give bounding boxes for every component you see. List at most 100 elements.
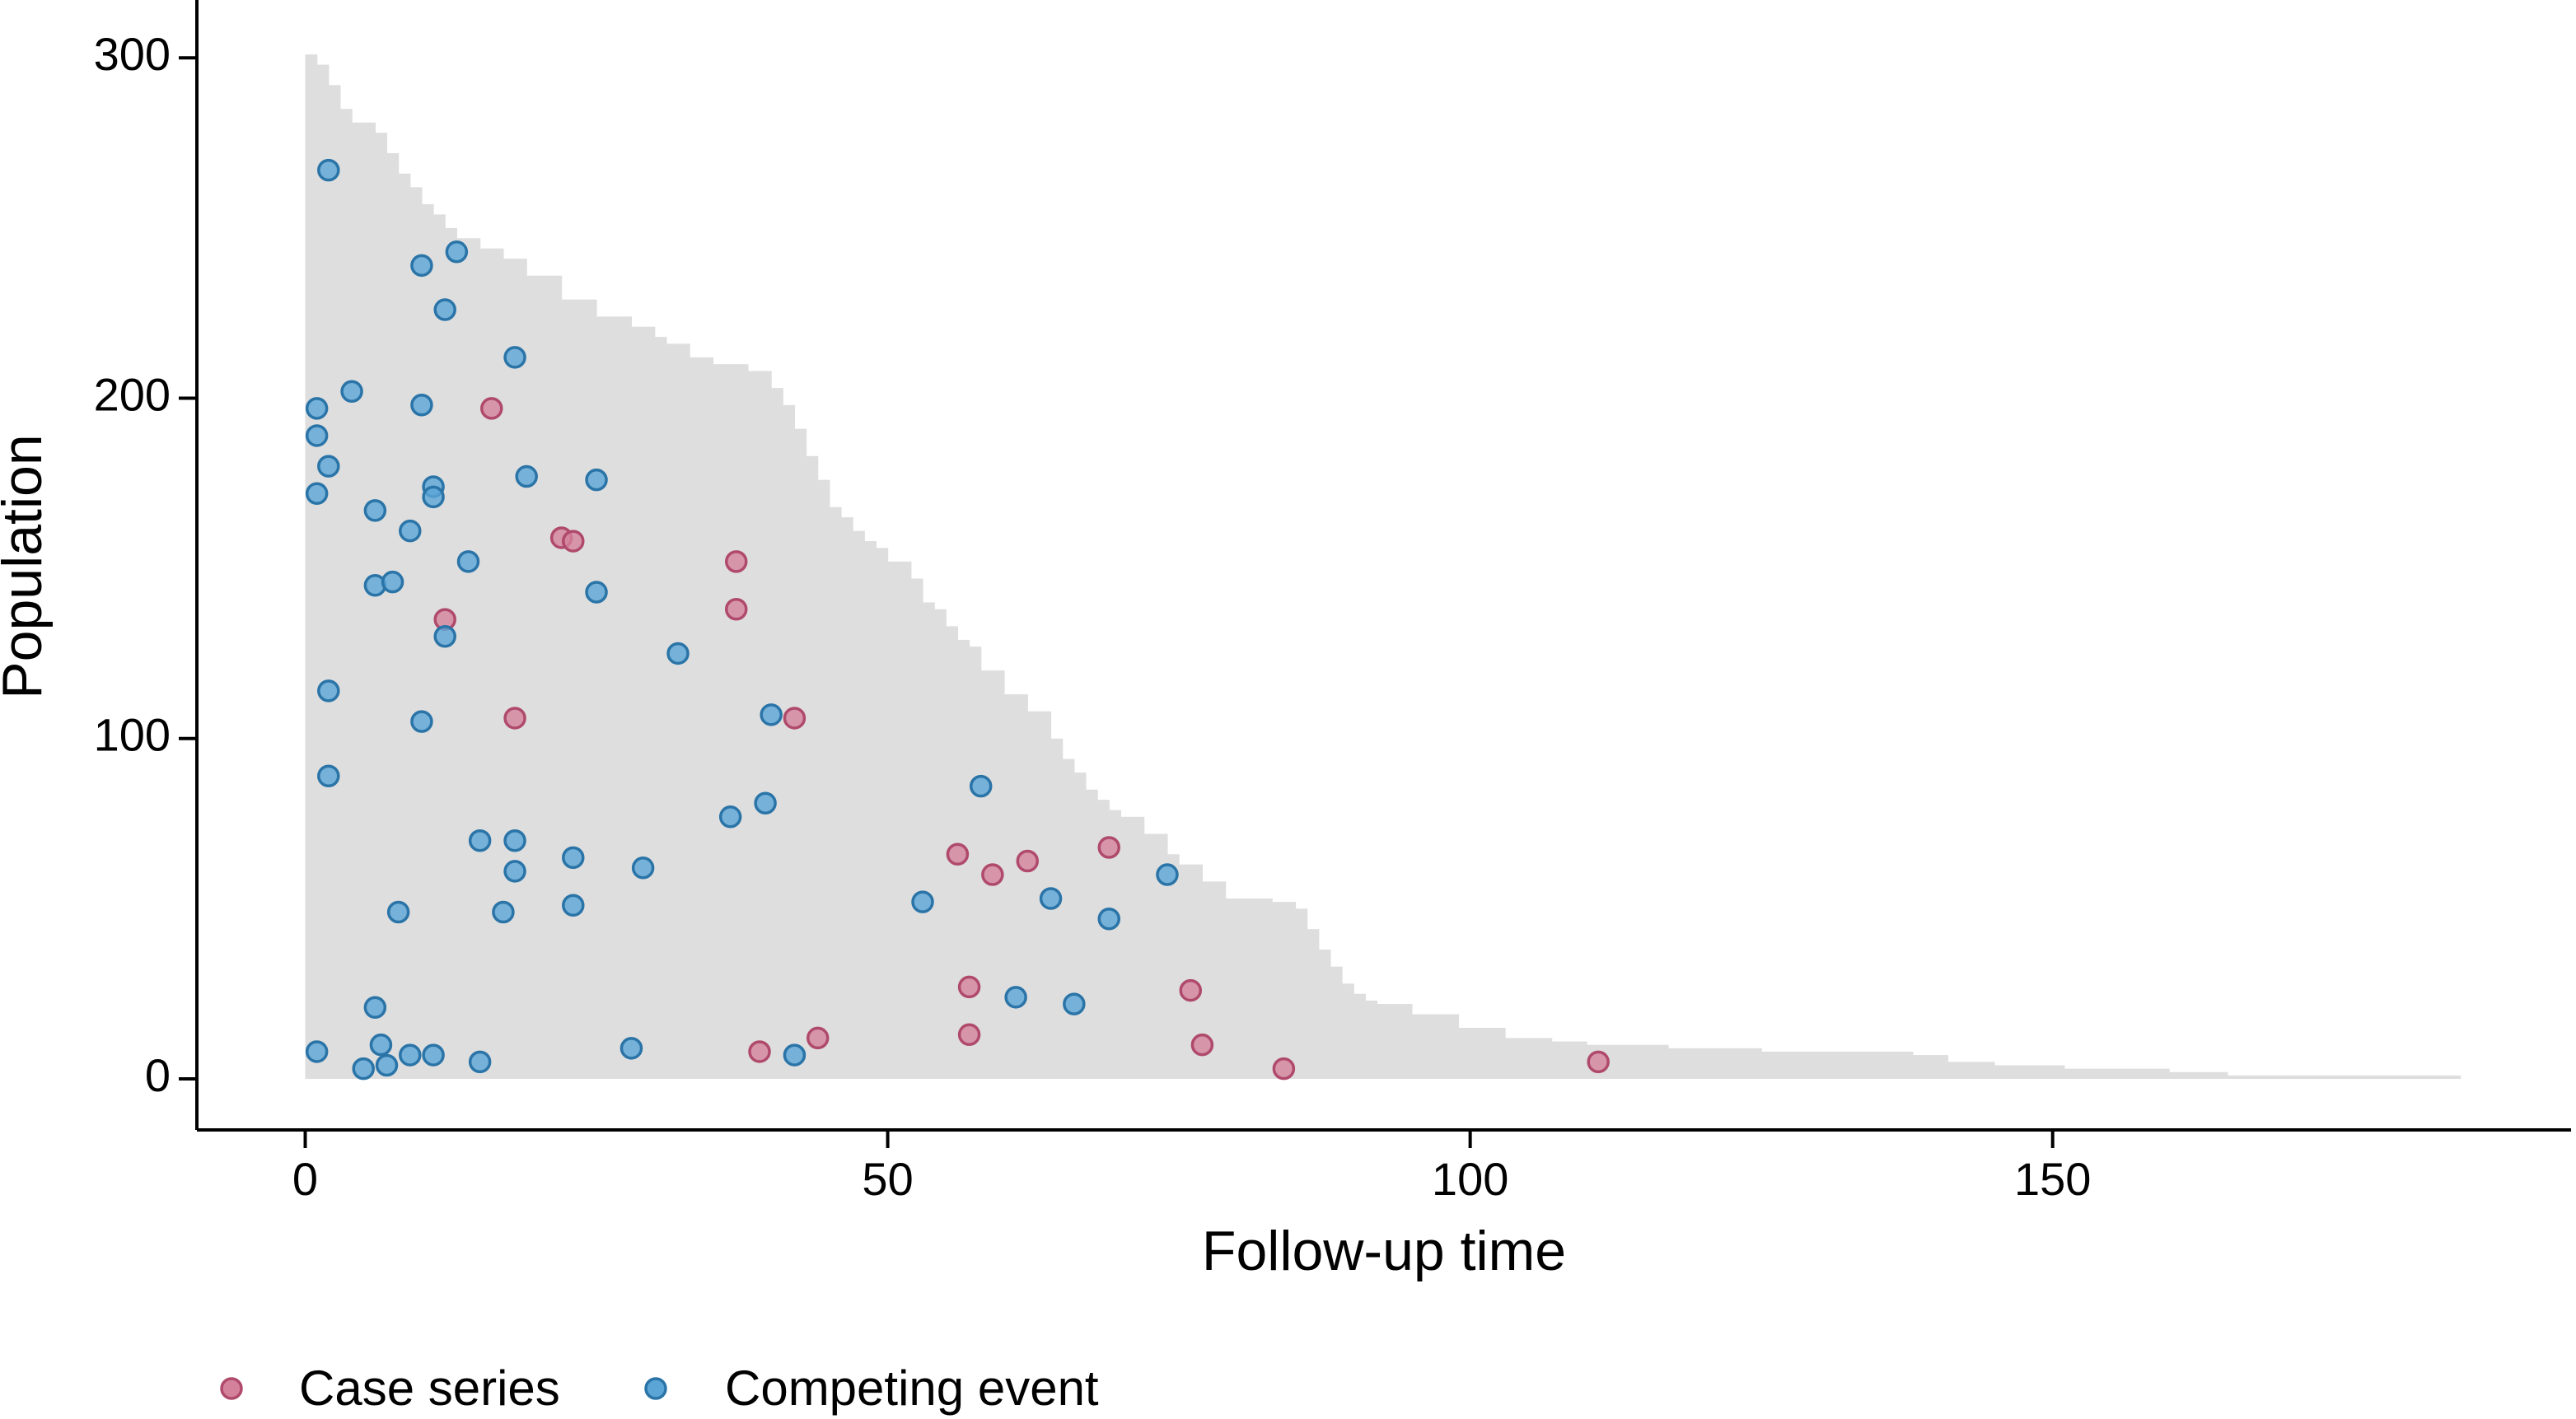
population-step <box>713 364 749 1080</box>
population-step <box>806 455 819 1080</box>
x-tick-label: 150 <box>2014 1153 2091 1205</box>
point <box>724 550 748 573</box>
population-step <box>666 343 690 1080</box>
population-step <box>1085 789 1098 1080</box>
population-step <box>2064 1068 2170 1080</box>
population-step <box>690 357 714 1080</box>
point <box>375 1053 399 1077</box>
point <box>503 707 526 730</box>
population-step <box>479 248 504 1080</box>
y-tick-label: 300 <box>94 28 171 80</box>
legend-label: Competing event <box>725 1361 1099 1416</box>
point <box>422 485 445 509</box>
population-step <box>1166 854 1180 1080</box>
population-step <box>1318 949 1331 1080</box>
population-step <box>1295 908 1308 1080</box>
population-step <box>1307 929 1320 1080</box>
population-step <box>526 275 563 1080</box>
point <box>456 550 480 573</box>
population-step <box>853 530 865 1080</box>
point <box>1097 836 1121 859</box>
point <box>363 499 387 522</box>
point <box>410 254 433 278</box>
point <box>1097 908 1121 931</box>
population-step <box>421 203 434 1080</box>
population-step <box>876 548 889 1080</box>
point <box>754 791 777 815</box>
point <box>480 397 503 420</box>
population-step <box>503 259 527 1080</box>
population-step <box>398 173 411 1080</box>
population-step <box>910 578 923 1080</box>
population-step <box>339 109 353 1080</box>
point <box>748 1040 771 1063</box>
point <box>981 863 1004 886</box>
point <box>619 1037 643 1060</box>
population-step <box>328 85 341 1080</box>
point <box>911 890 934 913</box>
point <box>562 846 585 870</box>
population-step <box>1551 1041 1587 1080</box>
point <box>410 394 433 417</box>
population-step <box>1342 983 1354 1080</box>
series-points <box>305 158 1179 1081</box>
point <box>492 900 515 924</box>
population-step <box>817 479 830 1080</box>
population-step <box>1330 966 1343 1080</box>
point <box>957 1023 981 1047</box>
point <box>666 642 690 665</box>
population-step <box>1458 1028 1506 1080</box>
point <box>562 530 585 553</box>
population-step <box>1505 1038 1553 1080</box>
point <box>399 1043 422 1067</box>
point <box>1179 978 1203 1002</box>
population-step <box>316 64 330 1080</box>
population-step <box>1050 738 1064 1080</box>
point <box>718 805 742 829</box>
y-tick-label: 200 <box>94 368 171 420</box>
y-tick-label: 0 <box>145 1049 171 1101</box>
population-step <box>1353 993 1366 1080</box>
population-step <box>2169 1071 2228 1080</box>
point <box>783 1043 806 1067</box>
y-axis-title: Population <box>0 434 54 698</box>
point <box>399 519 422 543</box>
legend: Case series Competing event <box>220 1361 1099 1416</box>
population-step <box>631 326 656 1080</box>
point <box>969 774 993 798</box>
x-tick-label: 0 <box>292 1153 318 1205</box>
point <box>1063 992 1086 1015</box>
point <box>369 1033 393 1057</box>
population-step <box>1668 1048 1762 1080</box>
point <box>433 298 456 321</box>
legend-marker <box>644 1377 667 1400</box>
population-step <box>1003 694 1028 1080</box>
population-step <box>864 541 877 1080</box>
point <box>352 1057 375 1081</box>
population-step <box>1225 898 1273 1080</box>
point <box>468 1050 492 1074</box>
point <box>503 829 526 852</box>
population-step <box>596 316 633 1080</box>
point <box>422 1043 445 1067</box>
point <box>305 482 329 505</box>
point <box>340 380 363 403</box>
point <box>317 679 340 702</box>
population-step <box>1377 1004 1413 1080</box>
population-step <box>1073 773 1087 1080</box>
population-step <box>433 214 446 1080</box>
point <box>1016 849 1040 873</box>
point <box>317 455 340 478</box>
population-step <box>1411 1014 1460 1080</box>
point <box>305 424 329 447</box>
point <box>1039 887 1063 910</box>
point <box>946 843 970 866</box>
population-step <box>386 152 400 1080</box>
x-tick-label: 50 <box>862 1153 913 1205</box>
point <box>585 581 608 604</box>
point <box>1587 1050 1610 1074</box>
legend-marker <box>220 1377 243 1400</box>
point <box>363 996 387 1019</box>
legend-label: Case series <box>299 1361 560 1416</box>
